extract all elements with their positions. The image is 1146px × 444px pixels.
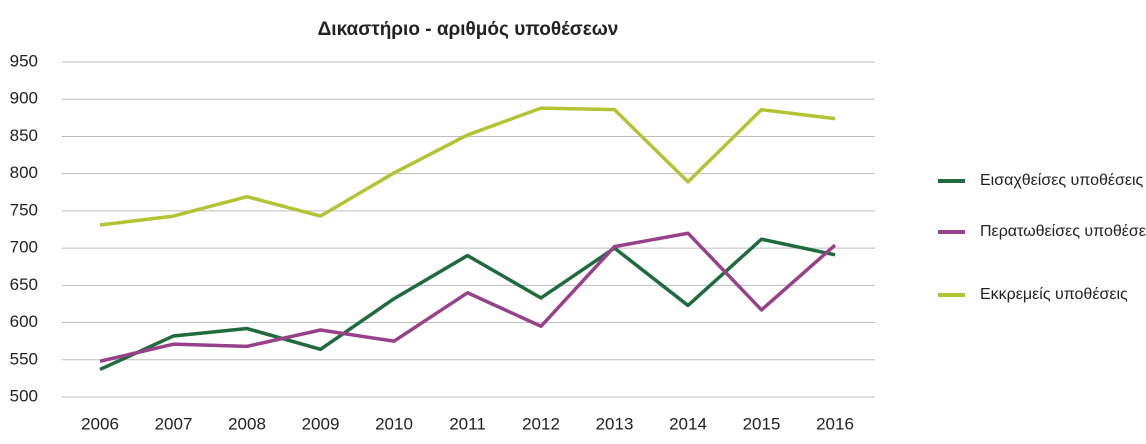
y-tick-label: 700 <box>10 238 38 257</box>
x-tick-label: 2013 <box>596 414 634 433</box>
legend-label: Περατωθείσες υποθέσεις <box>980 223 1146 240</box>
chart-title: Δικαστήριο - αριθμός υποθέσεων <box>318 19 619 40</box>
x-tick-label: 2008 <box>228 414 266 433</box>
series-line <box>99 237 836 372</box>
x-tick-label: 2007 <box>155 414 193 433</box>
legend-label: Εκκρεμείς υποθέσεις <box>980 286 1128 303</box>
x-tick-label: 2011 <box>449 414 486 433</box>
legend-label: Εισαχθείσες υποθέσεις <box>980 172 1144 189</box>
x-tick-label: 2009 <box>302 414 340 433</box>
y-tick-label: 750 <box>10 200 38 219</box>
x-tick-label: 2012 <box>522 414 560 433</box>
series-line <box>99 106 836 227</box>
y-tick-label: 600 <box>10 312 38 331</box>
y-tick-label: 850 <box>10 126 38 145</box>
y-tick-label: 550 <box>10 349 38 368</box>
x-tick-label: 2016 <box>816 414 854 433</box>
y-tick-label: 950 <box>10 51 38 70</box>
series-line <box>99 231 837 363</box>
x-tick-label: 2006 <box>81 414 119 433</box>
y-tick-label: 900 <box>10 89 38 108</box>
y-tick-label: 500 <box>10 386 38 405</box>
y-tick-label: 650 <box>10 275 38 294</box>
x-tick-label: 2014 <box>669 414 707 433</box>
x-tick-label: 2010 <box>375 414 413 433</box>
y-tick-label: 800 <box>10 163 38 182</box>
x-tick-label: 2015 <box>743 414 781 433</box>
